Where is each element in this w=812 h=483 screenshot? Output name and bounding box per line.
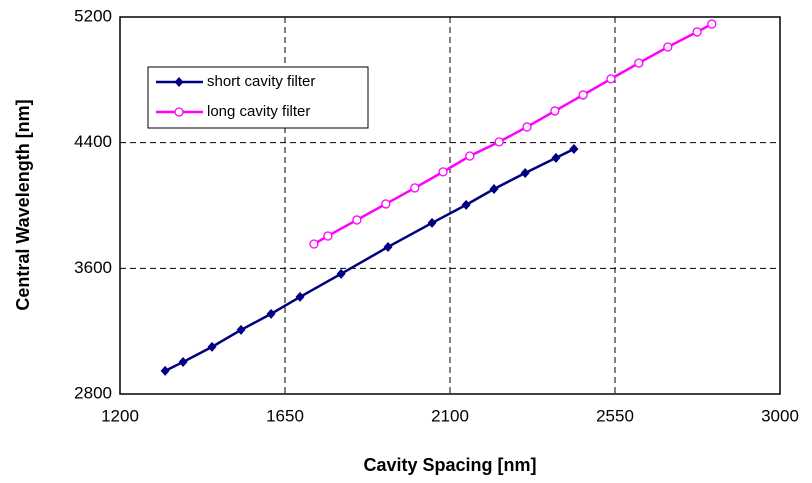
y-tick-label: 5200 <box>74 6 112 25</box>
marker <box>578 90 588 100</box>
marker <box>707 19 717 29</box>
marker <box>663 42 673 52</box>
marker <box>381 199 391 209</box>
marker <box>309 239 319 249</box>
y-tick-label: 2800 <box>74 383 112 402</box>
plot-frame <box>119 16 781 395</box>
marker <box>520 167 530 178</box>
marker <box>174 107 184 117</box>
marker <box>410 183 420 193</box>
marker <box>427 217 437 228</box>
marker <box>174 77 184 87</box>
marker <box>489 184 499 195</box>
marker <box>465 151 475 161</box>
marker <box>178 356 188 367</box>
marker <box>160 365 170 376</box>
marker <box>295 291 305 302</box>
legend-label: long cavity filter <box>207 103 310 120</box>
x-tick-label: 2100 <box>431 406 469 425</box>
marker <box>266 308 276 319</box>
line <box>313 22 713 246</box>
x-tick-label: 1200 <box>101 406 139 425</box>
x-tick-label: 1650 <box>266 406 304 425</box>
marker <box>336 268 346 279</box>
marker <box>236 324 246 335</box>
marker <box>494 137 504 147</box>
marker <box>692 27 702 37</box>
legend-box <box>147 66 369 129</box>
marker <box>438 167 448 177</box>
x-tick-label: 3000 <box>761 406 799 425</box>
marker <box>606 74 616 84</box>
marker <box>569 143 579 154</box>
y-tick-label: 4400 <box>74 132 112 151</box>
marker <box>352 215 362 225</box>
marker <box>550 106 560 116</box>
marker <box>634 58 644 68</box>
legend-label: short cavity filter <box>207 73 315 90</box>
marker <box>207 341 217 352</box>
marker <box>522 122 532 132</box>
x-axis-label: Cavity Spacing [nm] <box>363 455 536 475</box>
line <box>164 147 575 373</box>
marker <box>551 152 561 163</box>
x-tick-label: 2550 <box>596 406 634 425</box>
marker <box>383 241 393 252</box>
y-axis-label: Central Wavelength [nm] <box>13 99 33 310</box>
marker <box>323 231 333 241</box>
marker <box>461 199 471 210</box>
y-tick-label: 3600 <box>74 258 112 277</box>
